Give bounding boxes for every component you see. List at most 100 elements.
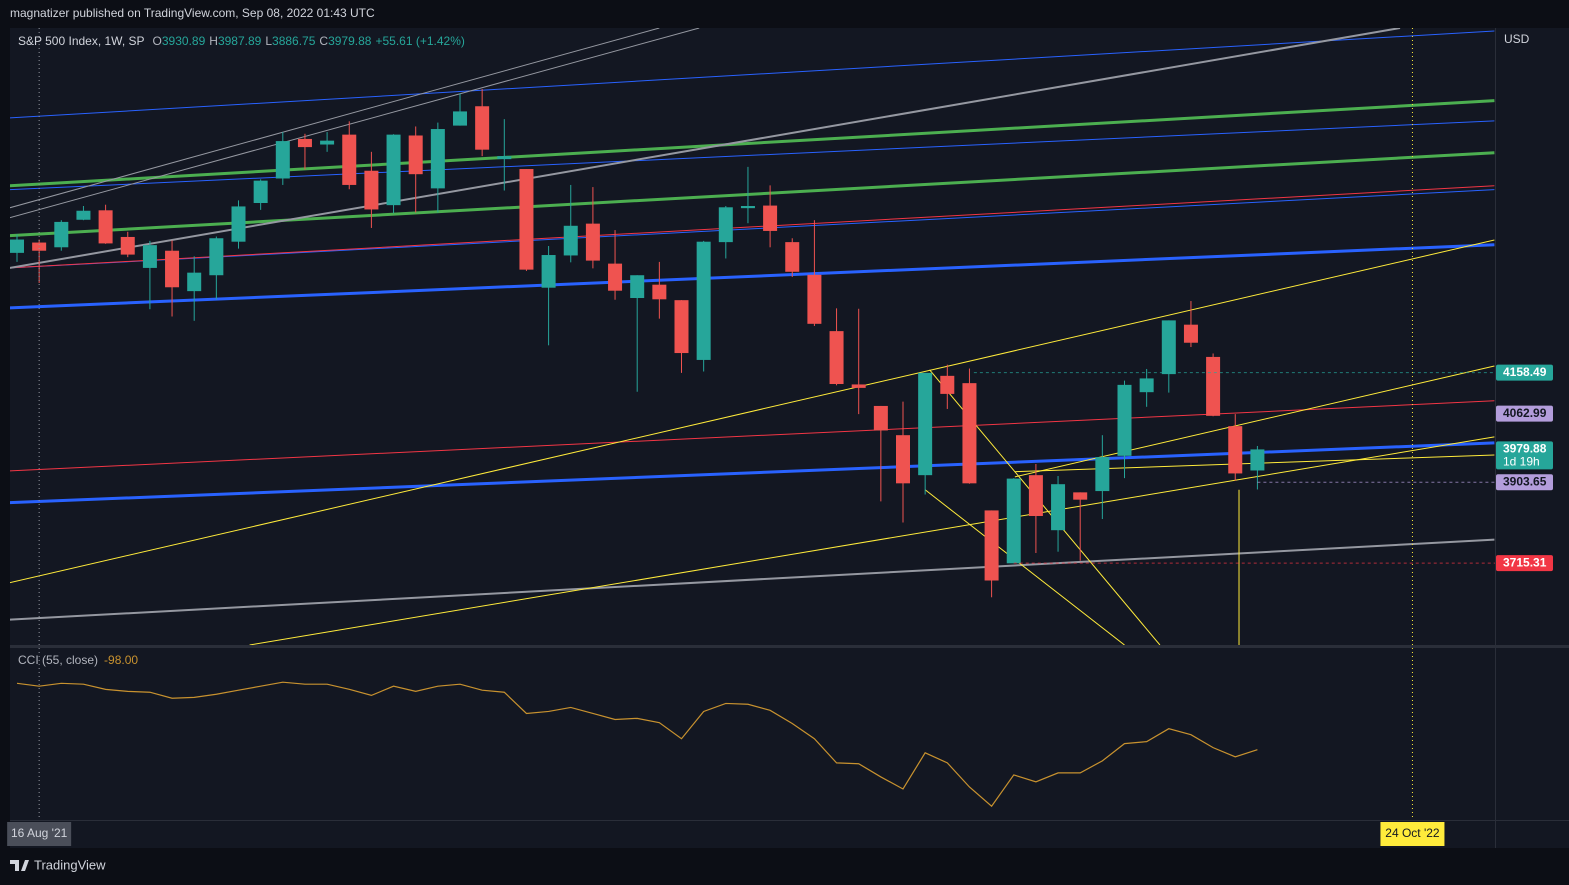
- candle-body: [785, 242, 800, 272]
- currency: USD: [1504, 32, 1530, 46]
- candle-body: [851, 384, 866, 388]
- footer-brand: TradingView: [34, 857, 106, 872]
- trend-line: [1014, 365, 1495, 478]
- candle-body: [120, 236, 135, 255]
- price-label-box: [1496, 405, 1553, 422]
- candle-body: [1183, 324, 1198, 343]
- candle-body: [297, 138, 312, 148]
- trend-line: [10, 28, 700, 219]
- candle-body: [1228, 426, 1243, 474]
- trend-line: [10, 185, 1495, 269]
- ohlc-prefix: L: [265, 34, 272, 48]
- candle-body: [585, 223, 600, 261]
- candle-body: [763, 205, 778, 231]
- trend-line: [10, 243, 1495, 310]
- trend-line: [924, 489, 1125, 645]
- candle-body: [807, 274, 822, 324]
- candle-body: [1095, 457, 1110, 492]
- candle-body: [1028, 475, 1043, 517]
- price-label: 3715.31: [1503, 555, 1547, 569]
- symbol: S&P 500 Index, 1W, SP: [18, 34, 145, 48]
- candle-body: [918, 372, 933, 476]
- candle-body: [320, 140, 335, 145]
- candle-body: [1073, 492, 1088, 500]
- candle-body: [364, 170, 379, 210]
- price-label: 4062.99: [1503, 406, 1547, 420]
- ohlc-prefix: O: [153, 34, 162, 48]
- trend-line: [10, 189, 1495, 269]
- candle-body: [696, 241, 711, 360]
- price-label-box: [1496, 441, 1553, 470]
- legend-text: S&P 500 Index, 1W, SP O3930.89 H3987.89 L38…: [18, 34, 465, 48]
- change: +55.61 (+1.42%): [375, 34, 464, 48]
- candle-body: [1117, 384, 1132, 456]
- candle-body: [1250, 449, 1265, 471]
- date-label-box: [1380, 822, 1445, 846]
- trend-line: [10, 120, 1495, 191]
- price-label: 3979.88: [1503, 442, 1547, 456]
- trend-line: [10, 441, 1495, 505]
- candle-body: [497, 156, 512, 160]
- candle-body: [519, 169, 534, 270]
- ohlc-value: 3987.89: [218, 34, 262, 48]
- candle-body: [1051, 484, 1066, 531]
- countdown: 1d 19h: [1503, 455, 1540, 469]
- candle-body: [1161, 320, 1176, 375]
- candle-body: [231, 206, 246, 242]
- candle-body: [253, 180, 268, 203]
- trend-line: [10, 28, 660, 209]
- candle-body: [165, 250, 180, 288]
- trend-line: [249, 436, 1495, 645]
- trend-line: [10, 30, 1495, 119]
- publish-info: magnatizer published on TradingView.com,…: [10, 6, 375, 20]
- legend: S&P 500 Index, 1W, SP O3930.89 H3987.89 L38…: [18, 34, 465, 48]
- ohlc-prefix: C: [319, 34, 328, 48]
- price-label: 3903.65: [1503, 474, 1547, 488]
- trend-line: [10, 400, 1495, 472]
- price-label-box: [1496, 555, 1553, 572]
- candle-body: [209, 238, 224, 276]
- ohlc-value: 3930.89: [162, 34, 206, 48]
- candle-body: [187, 272, 202, 292]
- candle-body: [896, 435, 910, 484]
- candle-body: [32, 242, 47, 251]
- candle-body: [740, 206, 755, 209]
- candle-body: [430, 129, 445, 189]
- candle-body: [475, 106, 490, 150]
- trend-line: [10, 151, 1495, 238]
- price-label-box: [1496, 474, 1553, 491]
- candle-body: [10, 239, 24, 253]
- candle-body: [386, 134, 401, 206]
- date-label: 24 Oct '22: [1385, 826, 1440, 840]
- chart-area: [10, 28, 1569, 848]
- candle-body: [608, 263, 623, 291]
- candle-body: [962, 383, 977, 484]
- candle-body: [408, 135, 423, 175]
- candle-body: [940, 375, 955, 394]
- candle-body: [652, 284, 667, 300]
- trend-line: [10, 538, 1495, 621]
- ohlc-value: 3979.88: [328, 34, 372, 48]
- candle-body: [563, 225, 578, 256]
- trend-line: [10, 239, 1495, 584]
- price-label: 4158.49: [1503, 365, 1547, 379]
- ohlc-value: 3886.75: [272, 34, 316, 48]
- candle-body: [76, 210, 91, 220]
- candle-body: [718, 207, 733, 243]
- candle-body: [1139, 378, 1154, 393]
- candle-body: [1206, 356, 1221, 416]
- trend-line: [10, 99, 1495, 188]
- candle-body: [1006, 478, 1021, 564]
- indicator-value: -98.00: [104, 653, 138, 667]
- date-label: 16 Aug '21: [11, 826, 68, 840]
- candle-body: [142, 245, 157, 268]
- footer-logo: [10, 860, 29, 871]
- candle-body: [453, 111, 467, 126]
- candle-body: [829, 331, 844, 385]
- price-label-box: [1496, 364, 1553, 381]
- candle-body: [984, 510, 999, 581]
- cci-line: [16, 681, 1258, 808]
- candle-body: [275, 141, 290, 179]
